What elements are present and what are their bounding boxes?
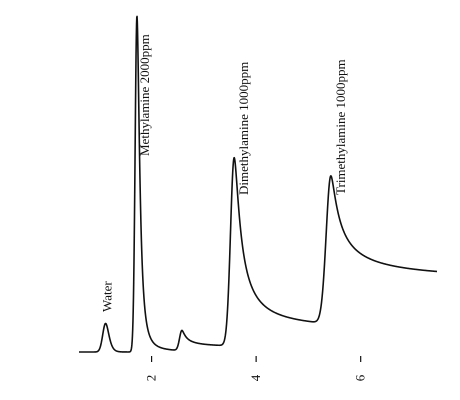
peak-label-methylamine: Methylamine 2000ppm <box>137 34 152 156</box>
x-tick-label: 6 <box>353 374 368 381</box>
x-axis <box>150 356 362 362</box>
chromatogram-trace <box>78 15 438 353</box>
x-tick-label: 4 <box>248 374 263 381</box>
peak-label-dimethylamine: Dimethylamine 1000ppm <box>236 62 251 195</box>
peak-label-water: Water <box>100 281 115 312</box>
peak-labels: Water Methylamine 2000ppm Dimethylamine 10… <box>100 34 348 312</box>
peak-label-trimethylamine: Trimethylamine 1000ppm <box>333 59 348 195</box>
x-tick-label: 2 <box>144 375 159 382</box>
x-tick-labels: 2 4 6 <box>144 374 368 381</box>
